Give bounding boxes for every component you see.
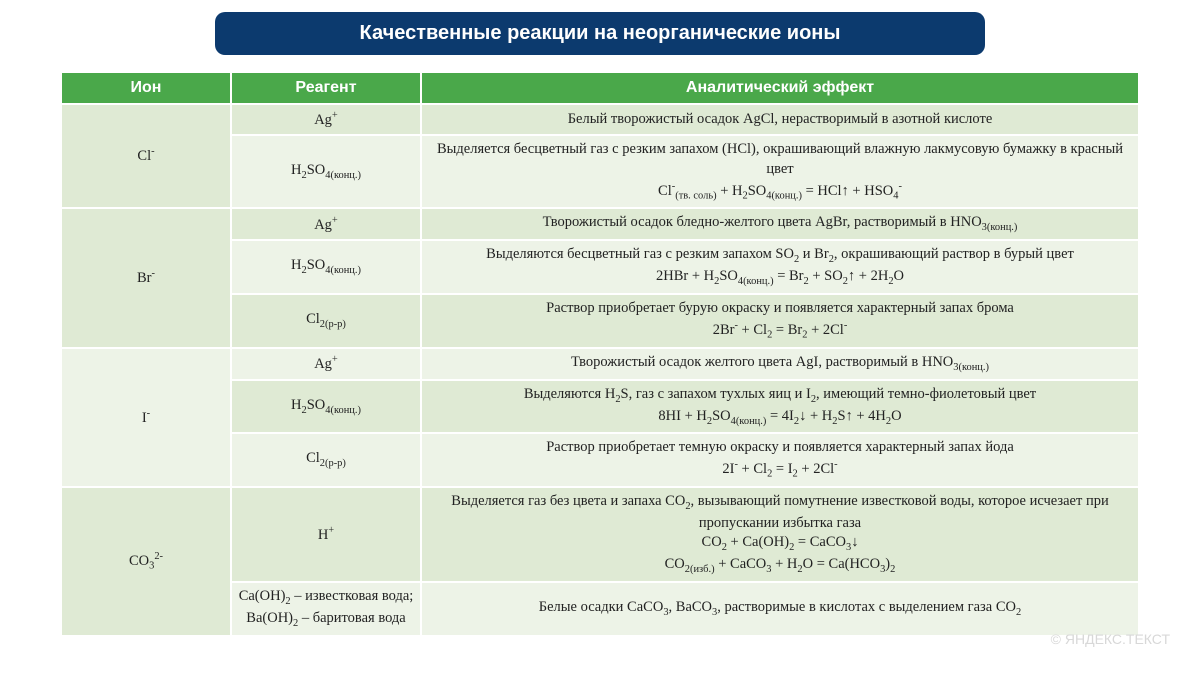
effect-cell: Творожистый осадок бледно-желтого цвета … [421, 208, 1139, 240]
reagent-cell: Cl2(р-р) [231, 433, 421, 486]
table-row: I- Ag+ Творожистый осадок желтого цвета … [61, 348, 1139, 380]
ion-cell: Br- [61, 208, 231, 347]
reagent-cell: H2SO4(конц.) [231, 380, 421, 434]
reagent-cell: Ca(OH)2 – известковая вода;Ba(OH)2 – бар… [231, 582, 421, 636]
effect-cell: Раствор приобретает темную окраску и поя… [421, 433, 1139, 486]
effect-cell: Творожистый осадок желтого цвета AgI, ра… [421, 348, 1139, 380]
reagent-cell: H+ [231, 487, 421, 582]
table-row: CO32- H+ Выделяется газ без цвета и запа… [61, 487, 1139, 582]
effect-cell: Выделяются бесцветный газ с резким запах… [421, 240, 1139, 294]
reagent-cell: Ag+ [231, 348, 421, 380]
table-header-row: Ион Реагент Аналитический эффект [61, 72, 1139, 104]
reactions-table: Ион Реагент Аналитический эффект Cl- Ag+… [60, 71, 1140, 637]
reagent-cell: H2SO4(конц.) [231, 135, 421, 208]
ion-cell: I- [61, 348, 231, 487]
effect-cell: Выделяются H2S, газ с запахом тухлых яиц… [421, 380, 1139, 434]
reagent-cell: H2SO4(конц.) [231, 240, 421, 294]
col-reagent: Реагент [231, 72, 421, 104]
ion-cell: Cl- [61, 104, 231, 208]
reagent-cell: Cl2(р-р) [231, 294, 421, 347]
effect-cell: Белые осадки CaCO3, BaCO3, растворимые в… [421, 582, 1139, 636]
table-row: Br- Ag+ Творожистый осадок бледно-желтог… [61, 208, 1139, 240]
ion-cell: CO32- [61, 487, 231, 636]
reagent-cell: Ag+ [231, 208, 421, 240]
reagent-cell: Ag+ [231, 104, 421, 135]
col-effect: Аналитический эффект [421, 72, 1139, 104]
effect-cell: Выделяется газ без цвета и запаха CO2, в… [421, 487, 1139, 582]
table-row: Cl- Ag+ Белый творожистый осадок AgCl, н… [61, 104, 1139, 135]
col-ion: Ион [61, 72, 231, 104]
effect-cell: Раствор приобретает бурую окраску и появ… [421, 294, 1139, 347]
effect-cell: Белый творожистый осадок AgCl, нераствор… [421, 104, 1139, 135]
effect-cell: Выделяется бесцветный газ с резким запах… [421, 135, 1139, 208]
page-title: Качественные реакции на неорганические и… [215, 12, 985, 55]
